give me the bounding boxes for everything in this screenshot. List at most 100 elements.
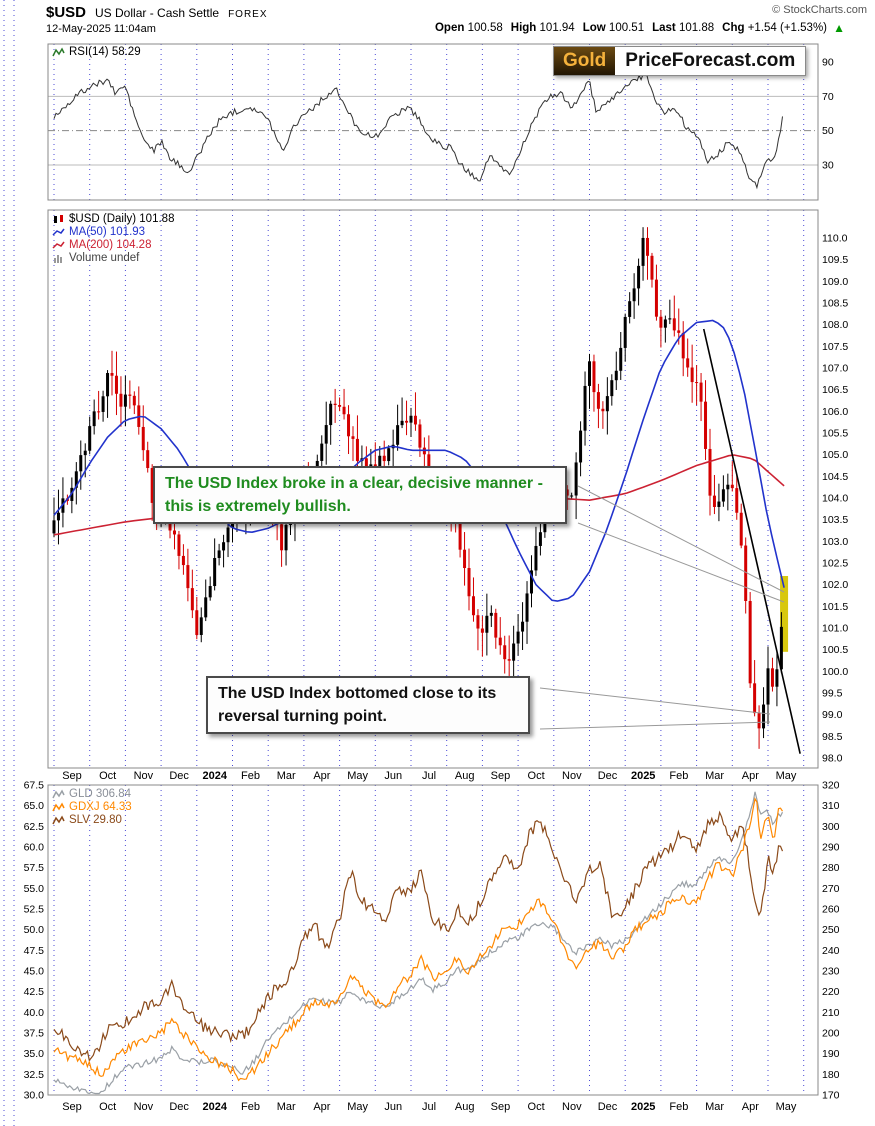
logo-brand-text: PriceForecast.com <box>615 47 806 75</box>
svg-text:Apr: Apr <box>313 770 330 782</box>
svg-text:Dec: Dec <box>169 1101 189 1113</box>
chg-label: Chg <box>722 22 745 34</box>
svg-text:102.5: 102.5 <box>822 557 848 569</box>
svg-text:280: 280 <box>822 862 840 874</box>
symbol-description: US Dollar - Cash Settle <box>95 6 220 20</box>
svg-text:109.5: 109.5 <box>822 254 848 266</box>
datetime: 12-May-2025 11:04am <box>46 23 156 35</box>
svg-text:108.0: 108.0 <box>822 319 848 331</box>
svg-text:Oct: Oct <box>528 1101 545 1113</box>
svg-text:103.5: 103.5 <box>822 514 848 526</box>
svg-text:90: 90 <box>822 57 834 69</box>
svg-text:50.0: 50.0 <box>24 924 45 936</box>
svg-text:67.5: 67.5 <box>24 780 45 792</box>
svg-text:Apr: Apr <box>742 1101 759 1113</box>
svg-text:Dec: Dec <box>598 770 618 782</box>
open-label: Open <box>434 22 465 34</box>
svg-text:170: 170 <box>822 1090 840 1102</box>
svg-text:104.0: 104.0 <box>822 492 848 504</box>
chg-value: +1.54 (+1.53%) <box>747 22 827 34</box>
svg-text:Feb: Feb <box>669 1101 688 1113</box>
svg-text:Mar: Mar <box>705 770 724 782</box>
last-label: Last <box>652 22 676 34</box>
svg-text:Oct: Oct <box>99 770 116 782</box>
svg-text:106.0: 106.0 <box>822 406 848 418</box>
svg-text:104.5: 104.5 <box>822 471 848 483</box>
svg-text:100.5: 100.5 <box>822 644 848 656</box>
rsi-series-icon <box>52 46 65 56</box>
svg-text:102.0: 102.0 <box>822 579 848 591</box>
svg-text:42.5: 42.5 <box>24 986 45 998</box>
svg-text:Sep: Sep <box>491 1101 511 1113</box>
ma200-legend-label: MA(200) 104.28 <box>69 239 152 251</box>
chart-header: $USD US Dollar - Cash Settle FOREX <box>46 4 268 21</box>
last-value: 101.88 <box>678 22 715 34</box>
open-value: 100.58 <box>467 22 503 34</box>
svg-text:260: 260 <box>822 904 840 916</box>
svg-text:Oct: Oct <box>99 1101 116 1113</box>
high-label: High <box>510 22 537 34</box>
svg-text:240: 240 <box>822 945 840 957</box>
change-up-arrow-icon: ▲ <box>833 21 845 35</box>
priceforecast-logo: Gold PriceForecast.com <box>553 46 807 76</box>
svg-text:Aug: Aug <box>455 770 475 782</box>
svg-text:310: 310 <box>822 800 840 812</box>
svg-text:57.5: 57.5 <box>24 862 45 874</box>
svg-text:109.0: 109.0 <box>822 276 848 288</box>
svg-text:40.0: 40.0 <box>24 1007 45 1019</box>
svg-text:2024: 2024 <box>203 1101 228 1113</box>
svg-text:98.0: 98.0 <box>822 752 843 764</box>
svg-text:47.5: 47.5 <box>24 945 45 957</box>
svg-text:Jun: Jun <box>384 1101 402 1113</box>
svg-text:105.0: 105.0 <box>822 449 848 461</box>
svg-text:2025: 2025 <box>631 770 655 782</box>
svg-text:65.0: 65.0 <box>24 800 45 812</box>
svg-text:32.5: 32.5 <box>24 1069 45 1081</box>
svg-text:110.0: 110.0 <box>822 233 848 245</box>
gdxj-series-icon <box>52 801 65 811</box>
gld-legend-label: GLD 306.84 <box>69 788 132 800</box>
copyright: © StockCharts.com <box>772 4 867 16</box>
low-value: 100.51 <box>608 22 645 34</box>
svg-text:37.5: 37.5 <box>24 1028 45 1040</box>
ma50-series-icon <box>52 228 65 236</box>
volume-legend-label: Volume undef <box>69 252 140 264</box>
svg-text:Sep: Sep <box>491 770 511 782</box>
svg-text:60.0: 60.0 <box>24 842 45 854</box>
svg-text:30: 30 <box>822 160 834 172</box>
svg-text:Aug: Aug <box>455 1101 475 1113</box>
svg-text:Mar: Mar <box>705 1101 724 1113</box>
svg-text:105.5: 105.5 <box>822 427 848 439</box>
svg-text:May: May <box>347 1101 368 1113</box>
svg-text:250: 250 <box>822 924 840 936</box>
svg-text:2024: 2024 <box>203 770 228 782</box>
svg-text:Jul: Jul <box>422 1101 436 1113</box>
svg-text:Nov: Nov <box>134 770 154 782</box>
ma200-series-icon <box>52 241 65 249</box>
svg-text:101.5: 101.5 <box>822 601 848 613</box>
svg-text:50: 50 <box>822 125 834 137</box>
svg-text:107.5: 107.5 <box>822 341 848 353</box>
slv-legend-label: SLV 29.80 <box>69 814 122 826</box>
svg-text:Feb: Feb <box>669 770 688 782</box>
svg-text:Feb: Feb <box>241 770 260 782</box>
symbol: $USD <box>46 4 87 21</box>
svg-text:98.5: 98.5 <box>822 731 843 743</box>
svg-text:290: 290 <box>822 842 840 854</box>
svg-text:230: 230 <box>822 966 840 978</box>
gld-series-icon <box>52 788 65 798</box>
bullish-annotation: The USD Index broke in a clear, decisive… <box>153 466 567 525</box>
svg-text:99.5: 99.5 <box>822 687 843 699</box>
exchange: FOREX <box>228 9 268 20</box>
low-label: Low <box>582 22 606 34</box>
rsi-legend-label: RSI(14) 58.29 <box>69 46 141 58</box>
svg-text:Dec: Dec <box>598 1101 618 1113</box>
svg-text:62.5: 62.5 <box>24 821 45 833</box>
svg-text:35.0: 35.0 <box>24 1048 45 1060</box>
bottom-annotation: The USD Index bottomed close to its reve… <box>206 676 530 735</box>
svg-text:300: 300 <box>822 821 840 833</box>
svg-text:May: May <box>776 770 797 782</box>
svg-text:52.5: 52.5 <box>24 904 45 916</box>
svg-text:99.0: 99.0 <box>822 709 843 721</box>
